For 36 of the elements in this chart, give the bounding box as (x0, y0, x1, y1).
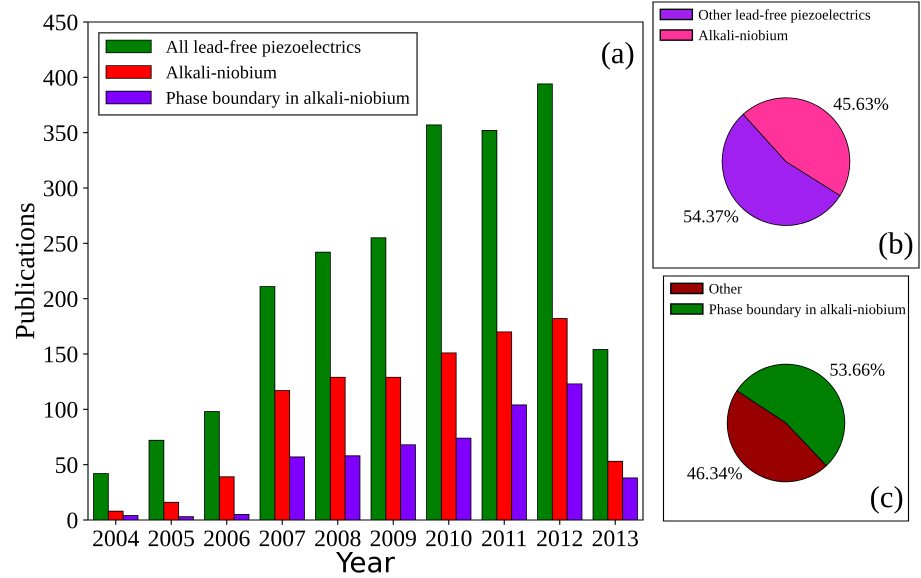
data-label: 53.66% (830, 364, 885, 376)
text: (c) (871, 486, 902, 514)
data-label: 54.37% (684, 210, 738, 222)
text: (b) (879, 232, 912, 260)
legend-label: Other lead-free piezoelectrics (698, 9, 870, 23)
legend-label: All lead-free piezoelectrics (166, 40, 360, 57)
legend-label: Alkali-niobium (166, 66, 277, 78)
legend-label: Phase boundary in alkali-niobium (709, 304, 906, 318)
annotation: (a) (602, 42, 634, 70)
y-axis-title: Publications (14, 203, 34, 339)
x-tick-label: 2008 (315, 530, 360, 546)
x-tick-label: 2010 (426, 530, 472, 546)
y-tick-label: 300 (44, 180, 78, 196)
x-tick-label: 2004 (93, 530, 139, 546)
y-tick-label: 100 (44, 402, 78, 418)
x-tick-label: 2007 (260, 530, 306, 546)
data-label: 45.63% (834, 98, 888, 110)
x-tick-label: 2013 (592, 530, 638, 546)
x-tick-label: 2011 (482, 530, 526, 546)
y-tick-label: 250 (44, 236, 78, 252)
y-tick-label: 50 (56, 457, 78, 474)
data-label: 46.34% (687, 467, 742, 480)
x-tick-label: 2012 (537, 530, 582, 546)
legend-label: Alkali-niobium (698, 30, 788, 40)
legend-label: Phase boundary in alkali-niobium (166, 91, 410, 108)
y-tick-label: 200 (44, 291, 78, 308)
y-tick-label: 400 (43, 70, 78, 86)
legend-label: Other (709, 283, 742, 294)
x-axis-title: Year (336, 552, 395, 573)
x-tick-label: 2009 (370, 530, 416, 546)
y-tick-label: 0 (67, 512, 78, 528)
x-tick-label: 2005 (148, 530, 194, 546)
x-tick-label: 2006 (204, 530, 250, 546)
y-tick-label: 350 (44, 125, 78, 142)
y-tick-label: 150 (44, 346, 78, 362)
y-tick-label: 450 (43, 14, 78, 30)
